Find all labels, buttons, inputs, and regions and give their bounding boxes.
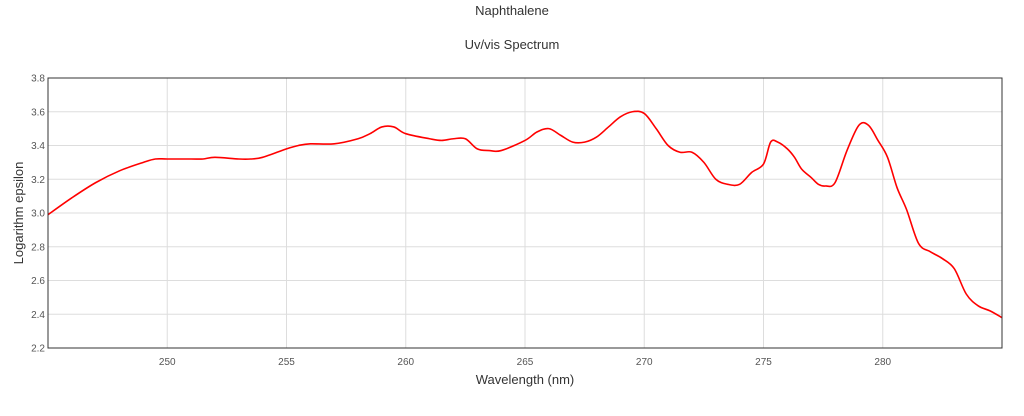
- y-tick-labels: 2.2 2.4 2.6 2.8 3.0 3.2 3.4 3.6 3.8: [31, 74, 45, 355]
- y-axis-label: Logarithm epsilon: [11, 162, 26, 265]
- y-tick-label: 2.4: [31, 310, 45, 321]
- x-tick-label: 260: [397, 357, 414, 368]
- x-axis-label: Wavelength (nm): [476, 372, 575, 387]
- y-tick-label: 3.0: [31, 209, 45, 220]
- y-tick-label: 3.8: [31, 74, 45, 85]
- spectrum-line: [47, 110, 1003, 319]
- chart-subtitle: Uv/vis Spectrum: [464, 37, 560, 52]
- series-layer: [47, 110, 1003, 319]
- x-tick-label: 270: [636, 357, 653, 368]
- chart-title: Naphthalene: [475, 3, 549, 18]
- y-tick-label: 3.2: [31, 175, 45, 186]
- plot-frame: [47, 77, 1003, 349]
- x-tick-label: 280: [874, 357, 891, 368]
- y-tick-label: 2.6: [31, 276, 45, 287]
- x-tick-labels: 250 255 260 265 270 275 280: [159, 357, 892, 368]
- x-tick-label: 265: [517, 357, 534, 368]
- x-tick-label: 250: [159, 357, 176, 368]
- y-tick-label: 2.8: [31, 242, 45, 253]
- grid-lines: [48, 77, 1002, 349]
- x-tick-label: 275: [755, 357, 772, 368]
- y-tick-label: 3.6: [31, 107, 45, 118]
- y-tick-label: 2.2: [31, 344, 45, 355]
- y-tick-label: 3.4: [31, 141, 45, 152]
- x-tick-label: 255: [278, 357, 295, 368]
